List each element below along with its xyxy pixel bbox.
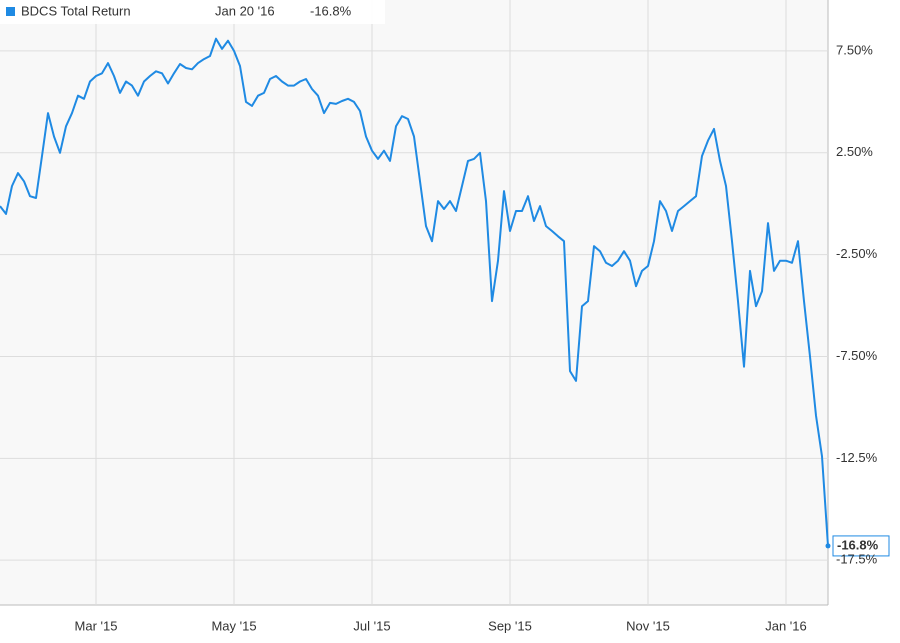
y-tick-label: 2.50% [836,144,873,159]
legend-label: BDCS Total Return [21,3,131,18]
x-tick-label: May '15 [211,618,256,633]
y-tick-label: 7.50% [836,42,873,57]
x-tick-label: Jul '15 [353,618,390,633]
legend-value: -16.8% [310,3,352,18]
last-value-label: -16.8% [837,537,879,552]
y-tick-label: -12.5% [836,450,878,465]
y-tick-label: -2.50% [836,246,878,261]
x-tick-label: Mar '15 [75,618,118,633]
last-point [825,543,831,549]
legend-bg [0,0,385,24]
y-tick-label: -7.50% [836,348,878,363]
x-tick-label: Sep '15 [488,618,532,633]
legend-date: Jan 20 '16 [215,3,275,18]
last-value-box [832,535,890,557]
line [0,37,829,546]
grid [0,0,828,605]
marks: -16.8% [0,37,890,557]
x-tick-label: Jan '16 [765,618,807,633]
x-tick-label: Nov '15 [626,618,670,633]
y-tick-label: -17.5% [836,552,878,567]
legend-swatch [6,7,15,16]
plot-area [0,0,828,605]
